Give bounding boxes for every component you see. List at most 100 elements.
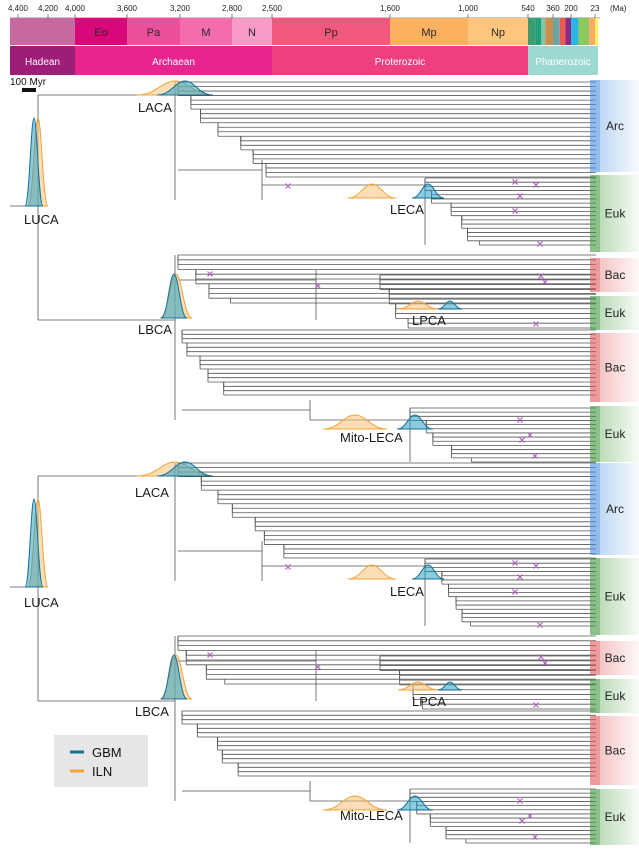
eon-cell [528, 46, 598, 75]
calibration-marker [519, 818, 525, 824]
clade-bands: Arc Euk Bac Euk Bac Euk Arc Euk Bac Euk Bac Euk [590, 80, 639, 845]
clade-band-euk [600, 296, 639, 330]
eon-row: Hadean Archaean Proterozoic Phanerozoic [10, 46, 598, 75]
gbm-density [160, 273, 188, 319]
clade-stripe [590, 463, 600, 555]
clade-band-arc [600, 463, 639, 555]
clade-stripe [590, 641, 600, 675]
clade-label-euk: Euk [605, 207, 627, 221]
clade-band-euk [600, 175, 639, 252]
gbm-density [156, 461, 214, 477]
calibration-marker [512, 560, 518, 566]
geologic-timescale: 4,400 4,200 4,000 3,600 3,200 2,800 2,500 1,600… [8, 4, 627, 75]
timescale-tick-label: 360 [546, 4, 560, 13]
era-cell [535, 18, 542, 45]
gbm-density [156, 80, 214, 96]
node-label-luca: LUCA [24, 212, 59, 227]
iln-density [322, 795, 388, 811]
calibration-marker [517, 417, 523, 423]
timescale-tick-label: 2,800 [222, 4, 243, 13]
calibration-marker [207, 271, 213, 277]
era-cell [545, 18, 553, 45]
timescale-tick-label: 1,600 [380, 4, 401, 13]
iln-density [347, 183, 397, 199]
legend-label-gbm: GBM [92, 745, 122, 760]
node-label-laca: LACA [135, 485, 169, 500]
era-label: Mp [421, 27, 436, 39]
timescale-tick-label: 4,400 [8, 4, 29, 13]
clade-band-euk [600, 679, 639, 713]
calibration-marker [527, 432, 533, 438]
era-label: Np [491, 27, 505, 39]
clade-label-bac: Bac [605, 361, 626, 375]
calibration-marker [517, 193, 523, 199]
iln-density [397, 300, 439, 310]
clade-band-euk [600, 406, 639, 462]
timescale-tick-label: 3,200 [170, 4, 191, 13]
legend-label-iln: ILN [92, 764, 112, 779]
timescale-tick-label: 200 [564, 4, 578, 13]
clade-stripe [590, 558, 600, 635]
clade-band-euk [600, 789, 639, 845]
timescale-tick-label: 3,600 [117, 4, 138, 13]
clade-label-euk: Euk [605, 810, 627, 824]
gbm-density [437, 681, 463, 691]
era-cell [553, 18, 560, 45]
scale-bar: 100 Myr [10, 77, 47, 92]
clade-band-bac [600, 716, 639, 785]
node-label-lpca: LPCA [412, 313, 446, 328]
timescale-tick-label: 4,200 [38, 4, 59, 13]
node-label-lbca: LBCA [135, 704, 169, 719]
era-label: N [248, 27, 256, 39]
legend: GBM ILN [54, 735, 148, 787]
clade-band-bac [600, 333, 639, 402]
eon-label: Phanerozoic [535, 57, 591, 68]
clade-stripe [590, 333, 600, 402]
clade-stripe [590, 175, 600, 252]
eon-label: Hadean [25, 57, 60, 68]
clade-stripe [590, 406, 600, 462]
node-label-leca: LECA [390, 584, 424, 599]
calibration-marker [538, 654, 544, 660]
gbm-density [437, 300, 463, 310]
era-cell [232, 18, 272, 45]
calibration-marker [542, 660, 548, 666]
timescale-tick-label: 540 [521, 4, 535, 13]
scale-bar-label: 100 Myr [10, 77, 47, 88]
era-cell [272, 18, 390, 45]
calibration-marker [285, 183, 291, 189]
eon-cell [272, 46, 528, 75]
calibration-marker [512, 179, 518, 185]
clade-label-euk: Euk [605, 590, 627, 604]
era-cell [127, 18, 180, 45]
clade-label-bac: Bac [605, 651, 626, 665]
phylogenetic-trees [10, 80, 596, 844]
era-cell [180, 18, 232, 45]
calibration-marker [532, 453, 538, 459]
calibration-marker [542, 279, 548, 285]
era-cell [578, 18, 590, 45]
calibration-marker [207, 652, 213, 658]
calibration-marker [512, 589, 518, 595]
eon-label: Archaean [152, 57, 195, 68]
clade-band-arc [600, 80, 639, 172]
clade-label-arc: Arc [606, 119, 624, 133]
iln-density [322, 414, 388, 430]
timescale-ticks: 4,400 4,200 4,000 3,600 3,200 2,800 2,500 1,600… [8, 4, 600, 19]
clade-band-bac [600, 258, 639, 292]
calibration-marker [315, 664, 321, 670]
node-label-leca: LECA [390, 202, 424, 217]
calibration-marker [537, 241, 543, 247]
calibration-marker [533, 563, 539, 569]
clade-stripe [590, 80, 600, 172]
node-label-mito-leca: Mito-LECA [340, 430, 403, 445]
clade-label-euk: Euk [605, 427, 627, 441]
clade-label-euk: Euk [605, 689, 627, 703]
calibration-marker [532, 834, 538, 840]
node-label-mito-leca: Mito-LECA [340, 808, 403, 823]
calibration-marker [285, 564, 291, 570]
clade-stripe [590, 789, 600, 845]
era-cell [595, 18, 598, 45]
timescale-tick-label: 2,500 [262, 4, 283, 13]
era-cell [589, 18, 595, 45]
